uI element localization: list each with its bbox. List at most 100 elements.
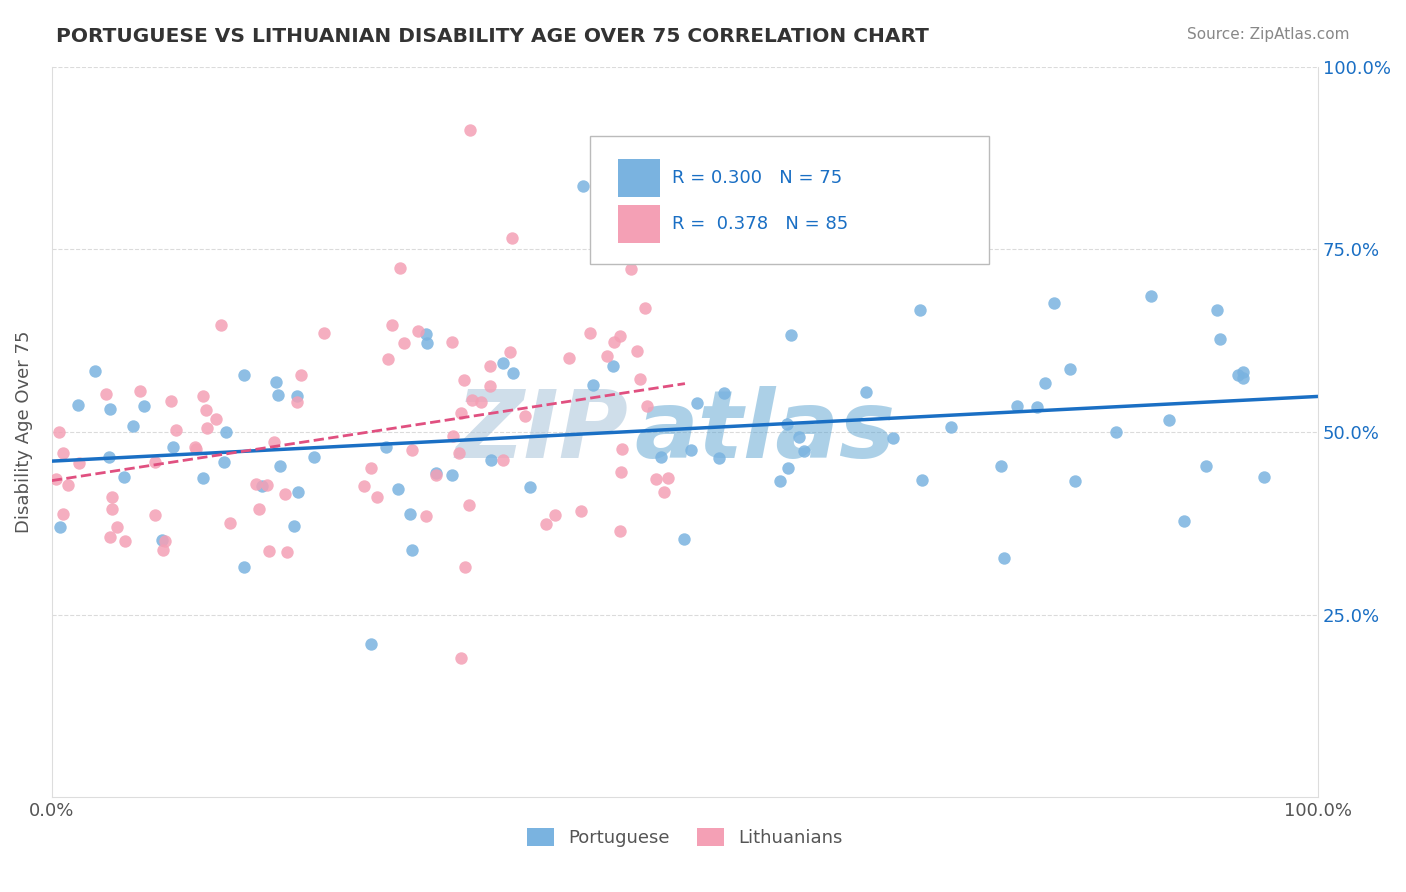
Point <box>153 534 176 549</box>
Point <box>440 335 463 350</box>
Point <box>1042 296 1064 310</box>
Point <box>990 459 1012 474</box>
Point <box>941 420 963 434</box>
Point <box>195 421 218 435</box>
Point <box>569 504 592 518</box>
Point <box>1208 333 1230 347</box>
Point <box>457 499 479 513</box>
Point <box>401 443 423 458</box>
Point <box>793 443 815 458</box>
Point <box>312 326 335 340</box>
Bar <box>617 205 659 244</box>
Point <box>165 424 187 438</box>
Point <box>602 335 624 350</box>
Point <box>769 474 792 488</box>
Point <box>215 425 238 439</box>
Point <box>498 345 520 359</box>
Point <box>882 432 904 446</box>
Point <box>290 368 312 383</box>
Point <box>501 230 523 244</box>
Point <box>1195 458 1218 473</box>
Point <box>479 452 502 467</box>
Point <box>233 560 256 574</box>
Point <box>787 430 810 444</box>
Point <box>184 440 207 454</box>
Point <box>911 473 934 487</box>
Point <box>143 455 166 469</box>
Point <box>779 327 801 342</box>
Point <box>353 478 375 492</box>
Text: PORTUGUESE VS LITHUANIAN DISABILITY AGE OVER 75 CORRELATION CHART: PORTUGUESE VS LITHUANIAN DISABILITY AGE … <box>56 27 929 45</box>
Point <box>274 487 297 501</box>
Point <box>686 396 709 410</box>
Point <box>610 442 633 456</box>
Point <box>634 301 657 315</box>
Point <box>478 379 501 393</box>
Point <box>610 465 633 479</box>
Point <box>256 477 278 491</box>
Point <box>657 471 679 485</box>
Point <box>52 446 75 460</box>
Point <box>152 543 174 558</box>
Point <box>470 394 492 409</box>
Point <box>910 303 932 318</box>
Point <box>447 446 470 460</box>
Point <box>1232 371 1254 385</box>
Point <box>160 393 183 408</box>
Point <box>441 429 464 443</box>
Point <box>263 434 285 449</box>
Point <box>492 453 515 467</box>
Point <box>620 262 643 277</box>
Legend: Portuguese, Lithuanians: Portuguese, Lithuanians <box>520 821 851 855</box>
Point <box>673 532 696 546</box>
Point <box>114 534 136 549</box>
Point <box>416 336 439 351</box>
Point <box>425 467 447 482</box>
Point <box>209 318 232 333</box>
Text: Source: ZipAtlas.com: Source: ZipAtlas.com <box>1187 27 1350 42</box>
Point <box>112 469 135 483</box>
Point <box>48 425 70 439</box>
Point <box>105 520 128 534</box>
Point <box>267 388 290 402</box>
Point <box>1206 302 1229 317</box>
Point <box>1253 470 1275 484</box>
Point <box>191 389 214 403</box>
Point <box>1105 425 1128 439</box>
Point <box>1173 514 1195 528</box>
FancyBboxPatch shape <box>591 136 988 264</box>
Point <box>150 533 173 548</box>
Point <box>450 406 472 420</box>
Point <box>644 472 666 486</box>
Point <box>194 403 217 417</box>
Point <box>707 450 730 465</box>
Point <box>392 335 415 350</box>
Point <box>360 461 382 475</box>
Point <box>415 327 437 342</box>
Point <box>776 461 799 475</box>
Point <box>454 560 477 574</box>
Point <box>596 349 619 363</box>
Point <box>381 318 404 333</box>
Point <box>606 228 628 243</box>
Point <box>191 470 214 484</box>
Point <box>1157 413 1180 427</box>
Point <box>491 356 513 370</box>
Point <box>1033 376 1056 390</box>
Point <box>52 508 75 522</box>
Point <box>502 366 524 380</box>
Point <box>98 530 121 544</box>
Point <box>49 520 72 534</box>
Point <box>129 384 152 398</box>
Point <box>96 387 118 401</box>
Point <box>450 651 472 665</box>
Point <box>479 359 502 373</box>
Point <box>776 417 799 431</box>
Point <box>101 502 124 516</box>
Point <box>375 440 398 454</box>
Point <box>513 409 536 423</box>
Point <box>1005 400 1028 414</box>
Point <box>609 328 631 343</box>
Point <box>67 398 90 412</box>
Point <box>458 123 481 137</box>
